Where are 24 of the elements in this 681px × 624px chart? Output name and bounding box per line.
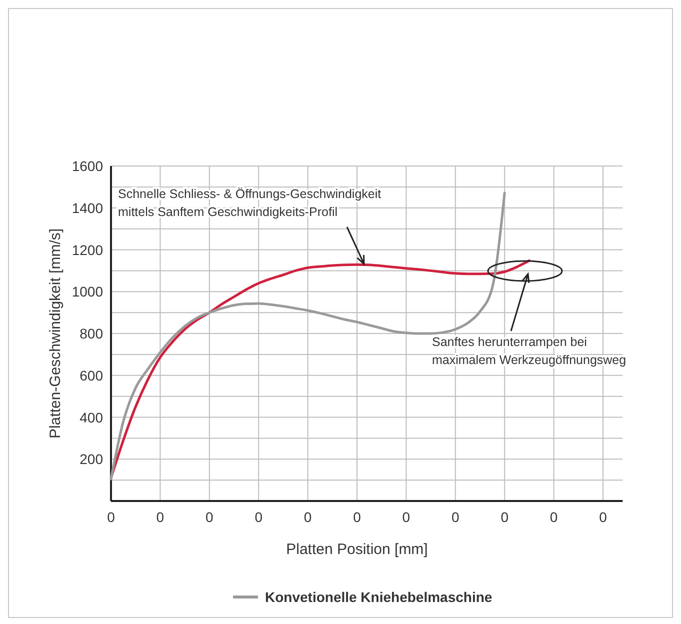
y-tick-label: 1400	[72, 200, 104, 216]
x-tick-label: 0	[156, 509, 164, 525]
x-tick-label: 0	[206, 509, 214, 525]
annotation: Schnelle Schliess- & Öffnungs-Geschwindigkeit mittels Sanftem Geschwindigkeits-Profil	[118, 187, 382, 219]
x-tick-label: 0	[353, 509, 362, 525]
x-tick-label: 0	[107, 509, 116, 525]
x-tick-label: 0	[452, 509, 460, 525]
y-tick-label: 1200	[72, 242, 104, 258]
x-axis-title: Platten Position [mm]	[286, 541, 428, 558]
y-tick-label: 1600	[72, 158, 104, 174]
y-tick-label: 400	[80, 409, 104, 426]
x-tick-label: 0	[254, 509, 263, 525]
x-tick-label: 0	[599, 509, 608, 525]
y-tick-label: 1000	[72, 284, 104, 300]
annotation: Sanftes herunterrampen bei maximalem Werkzeugöffnungsweg	[432, 335, 626, 367]
y-tick-label: 200	[80, 451, 104, 468]
legend-label: Konvetionelle Kniehebelmaschine	[265, 589, 492, 605]
x-tick-label: 0	[550, 509, 558, 525]
y-tick-label: 800	[80, 326, 104, 342]
x-tick-label: 0	[500, 509, 509, 525]
x-tick-label: 0	[304, 509, 312, 525]
x-tick-label: 0	[402, 509, 410, 525]
y-tick-label: 600	[80, 367, 104, 384]
y-axis-title: Platten-Geschwindigkeit [mm/s]	[47, 228, 64, 439]
